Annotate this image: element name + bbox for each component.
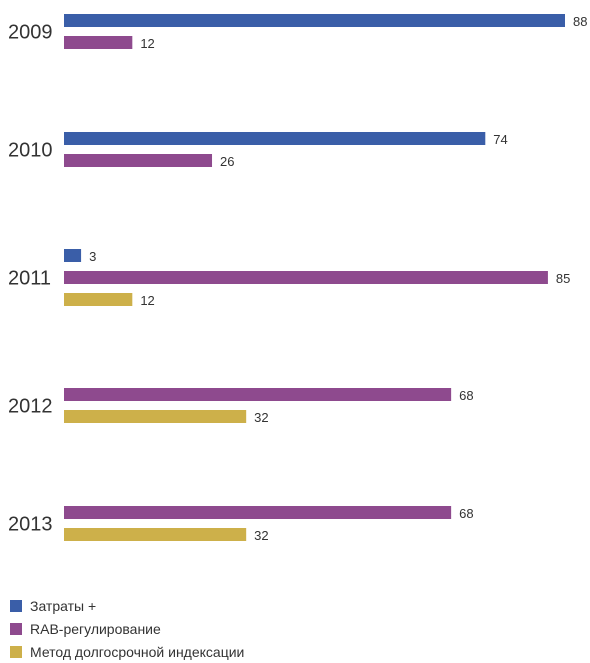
value-label-2009-costs: 88 [573,14,587,29]
value-label-2009-rab: 12 [140,36,154,51]
year-label-2013: 2013 [8,514,53,536]
chart: 2009 88 12 2010 74 26 2011 3 85 12 2012 68 32 2013 68 3… [8,14,587,543]
legend: Затраты + RAB-регулирование Метод долгос… [10,594,244,663]
year-label-2009: 2009 [8,22,53,44]
legend-label-costs: Затраты + [30,597,97,614]
bar-2013-rab [64,506,452,519]
legend-item-indexation: Метод долгосрочной индексации [10,640,244,663]
bar-2012-rab [64,388,452,401]
legend-item-rab: RAB-регулирование [10,617,244,640]
year-label-2010: 2010 [8,140,53,162]
bar-2009-costs [64,14,565,27]
legend-label-indexation: Метод долгосрочной индексации [30,643,245,660]
legend-swatch-indexation [10,645,22,658]
value-label-2011-costs: 3 [89,249,96,264]
value-label-2013-indexation: 32 [254,528,268,543]
bar-2011-costs [64,249,82,262]
value-label-2012-indexation: 32 [254,410,268,425]
year-label-2011: 2011 [8,268,51,290]
bar-2011-rab [64,271,548,284]
value-label-2012-rab: 68 [459,388,473,403]
value-label-2010-rab: 26 [220,154,234,169]
bar-2009-rab [64,36,133,49]
value-label-2011-indexation: 12 [140,293,154,308]
bar-2010-rab [64,154,213,167]
bar-2012-indexation [64,410,247,423]
bar-2011-indexation [64,293,133,306]
bar-2013-indexation [64,528,247,541]
value-label-2010-costs: 74 [493,132,507,147]
bar-2010-costs [64,132,486,145]
legend-label-rab: RAB-регулирование [30,620,161,637]
value-label-2011-rab: 85 [556,271,570,286]
legend-swatch-rab [10,622,22,635]
legend-swatch-costs [10,599,22,612]
legend-item-costs: Затраты + [10,594,244,617]
value-label-2013-rab: 68 [459,506,473,521]
year-label-2012: 2012 [8,396,53,418]
